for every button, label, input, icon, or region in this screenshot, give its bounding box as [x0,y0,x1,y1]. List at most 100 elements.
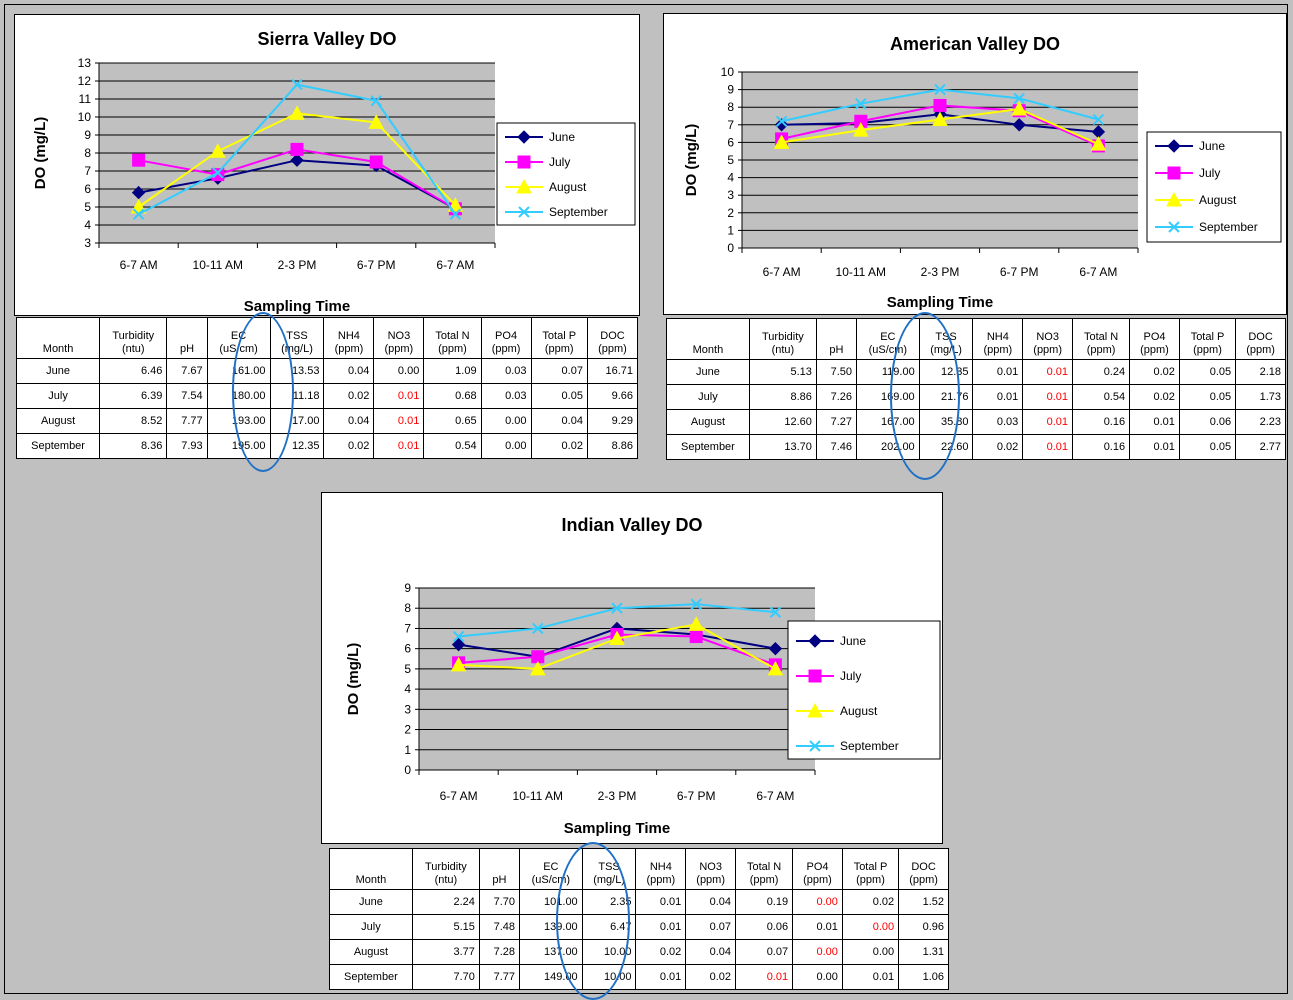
series-september [132,78,462,220]
legend-label-july: July [1199,166,1220,180]
value-cell: 0.02 [635,939,687,965]
value-cell: 1.31 [898,939,949,965]
column-header: DOC (ppm) [1235,318,1286,360]
value-cell: 0.01 [972,384,1024,410]
sierra-valley-chart: Sierra Valley DO 3 4 5 6 7 8 9 10 11 12 13 6-7 AM 10-… [14,14,640,316]
value-cell: 0.02 [323,383,375,409]
value-cell: 2.18 [1235,359,1286,385]
table-row: August 3.77 7.28 137.00 10.00 0.02 0.04 0.07 0.0… [329,939,949,965]
table-row: July 6.39 7.54 180.00 11.18 0.02 0.01 0.68 0.03 0… [15,383,639,409]
american-valley-table: Month Turbidity (ntu) pH EC (uS/cm) TSS (mg/L) N… [666,318,1286,460]
month-cell: July [15,383,101,409]
x-tick-label: 2-3 PM [921,265,960,279]
value-cell: 0.01 [735,964,794,990]
y-tick-label: 7 [84,164,91,178]
x-tick-label: 6-7 AM [756,789,794,803]
value-cell: 7.77 [478,964,521,990]
value-cell: 0.06 [1178,409,1237,435]
value-cell: 0.05 [1178,359,1237,385]
figure-frame [4,4,1288,994]
value-cell: 7.48 [478,914,521,940]
value-cell: 2.77 [1235,434,1286,460]
data-point-september [690,598,702,610]
column-header: pH [166,317,208,359]
value-cell: 7.93 [166,433,208,459]
x-tick-label: 6-7 AM [763,265,801,279]
column-header: Turbidity (ntu) [748,318,817,360]
value-cell: 0.01 [373,433,425,459]
table-row: July 5.15 7.48 139.00 6.47 0.01 0.07 0.06 0.01 0.… [329,914,949,940]
column-header: Total P (ppm) [530,317,588,359]
legend-box [1146,131,1282,243]
month-cell: September [15,433,101,459]
value-cell: 0.19 [735,889,794,915]
chart-title: American Valley DO [890,34,1060,54]
month-cell: June [15,358,101,384]
y-tick-label: 9 [84,128,91,142]
legend: June July August September [1146,131,1282,243]
data-point-july [290,142,304,156]
data-point-september [1092,113,1105,126]
y-tick-label: 10 [721,65,735,79]
month-cell: August [666,409,750,435]
value-cell: 0.00 [792,889,843,915]
legend-label-september: September [840,739,899,753]
value-cell: 139.00 [519,914,583,940]
month-cell: August [329,939,413,965]
value-cell: 7.26 [815,384,858,410]
value-cell: 0.02 [972,434,1024,460]
value-cell: 0.01 [1022,409,1074,435]
value-cell: 0.01 [635,914,687,940]
legend-label-july: July [840,669,861,683]
value-cell: 0.05 [1178,384,1237,410]
x-tick-label: 6-7 PM [677,789,716,803]
value-cell: 0.04 [323,408,375,434]
value-cell: 149.00 [519,964,583,990]
data-point-june [768,641,783,656]
value-cell: 5.13 [748,359,817,385]
chart-title: Indian Valley DO [561,515,702,535]
value-cell: 13.53 [269,358,325,384]
month-cell: September [329,964,413,990]
data-point-june [774,118,789,132]
table-row: September 13.70 7.46 202.00 22.60 0.02 0.01 0.1… [666,434,1286,460]
data-point-july [369,155,383,169]
table-header-row: Month Turbidity (ntu) pH EC (uS/cm) TSS (mg/L) N… [15,317,639,359]
x-tick-label: 6-7 AM [440,789,478,803]
y-tick-label: 3 [84,236,91,250]
data-point-september [452,630,465,643]
y-tick-label: 9 [404,581,411,595]
column-header: Total N (ppm) [423,317,482,359]
data-point-september [212,167,224,179]
value-cell: 0.03 [480,358,532,384]
y-tick-label: 6 [727,135,734,149]
data-point-september [132,208,145,220]
legend-label-july: July [549,155,570,169]
x-tick-label: 2-3 PM [278,258,317,272]
y-tick-label: 4 [84,218,91,232]
data-point-july [211,168,225,182]
column-header: NH4 (ppm) [635,848,687,890]
value-cell: 202.00 [856,434,920,460]
value-cell: 0.01 [373,383,425,409]
data-point-august [852,122,869,137]
value-cell: 0.00 [792,939,843,965]
column-header: pH [815,318,858,360]
column-header: Month [15,317,101,359]
value-cell: 9.66 [586,383,639,409]
value-cell: 0.68 [423,383,482,409]
table-row: August 8.52 7.77 193.00 17.00 0.04 0.01 0.65 0.0… [15,408,639,434]
y-tick-label: 11 [79,92,92,106]
value-cell: 8.86 [748,384,817,410]
column-header: Total P (ppm) [1178,318,1237,360]
legend-marker-june [517,130,531,144]
value-cell: 12.35 [269,433,325,459]
table-row: September 7.70 7.77 149.00 10.00 0.01 0.02 0.01… [329,964,949,990]
value-cell: 6.39 [99,383,168,409]
x-tick-label: 6-7 PM [357,258,396,272]
data-point-august [688,616,705,631]
value-cell: 0.01 [792,914,843,940]
value-cell: 2.24 [411,889,480,915]
y-tick-label: 12 [78,74,92,88]
value-cell: 7.27 [815,409,858,435]
